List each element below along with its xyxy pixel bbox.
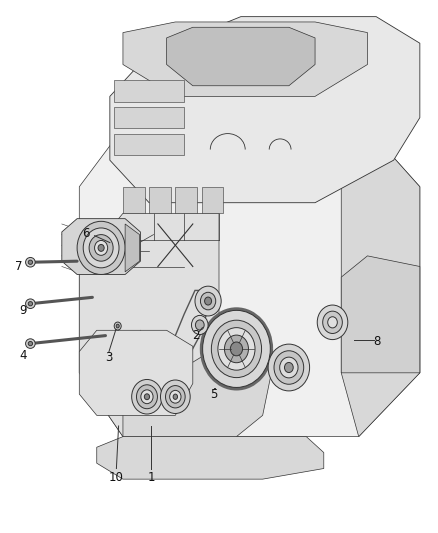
- Ellipse shape: [25, 339, 35, 349]
- Ellipse shape: [132, 379, 162, 414]
- Ellipse shape: [212, 320, 261, 377]
- Text: 8: 8: [373, 335, 381, 349]
- Text: 2: 2: [193, 329, 200, 342]
- Text: 3: 3: [105, 351, 113, 365]
- Ellipse shape: [323, 311, 343, 334]
- Polygon shape: [175, 187, 197, 213]
- Ellipse shape: [137, 385, 157, 409]
- Text: 10: 10: [109, 471, 124, 484]
- Ellipse shape: [195, 286, 221, 316]
- Polygon shape: [201, 187, 223, 213]
- Ellipse shape: [224, 335, 248, 363]
- Ellipse shape: [98, 245, 104, 252]
- Ellipse shape: [203, 310, 270, 387]
- Text: 7: 7: [15, 260, 23, 273]
- Polygon shape: [114, 134, 184, 155]
- Polygon shape: [123, 346, 272, 437]
- Polygon shape: [123, 187, 145, 213]
- Polygon shape: [341, 256, 420, 373]
- Polygon shape: [62, 219, 141, 274]
- Ellipse shape: [114, 322, 121, 330]
- Ellipse shape: [280, 357, 298, 378]
- Polygon shape: [341, 128, 420, 437]
- Ellipse shape: [28, 302, 32, 306]
- Ellipse shape: [25, 257, 35, 267]
- Ellipse shape: [145, 394, 150, 400]
- Ellipse shape: [28, 342, 32, 346]
- Text: 5: 5: [210, 387, 217, 401]
- Polygon shape: [149, 187, 171, 213]
- Ellipse shape: [230, 342, 243, 356]
- Polygon shape: [114, 80, 184, 102]
- Ellipse shape: [170, 390, 181, 403]
- Polygon shape: [79, 128, 420, 437]
- Ellipse shape: [195, 320, 204, 330]
- Ellipse shape: [25, 299, 35, 309]
- Ellipse shape: [191, 316, 208, 335]
- Ellipse shape: [28, 260, 32, 264]
- Ellipse shape: [95, 240, 108, 255]
- Ellipse shape: [274, 351, 304, 384]
- Ellipse shape: [173, 394, 177, 399]
- Ellipse shape: [160, 380, 190, 414]
- Ellipse shape: [218, 328, 255, 370]
- Text: 9: 9: [20, 304, 27, 317]
- Ellipse shape: [201, 292, 216, 310]
- Polygon shape: [110, 17, 420, 203]
- Ellipse shape: [285, 362, 293, 373]
- Ellipse shape: [141, 390, 153, 403]
- Ellipse shape: [116, 324, 119, 328]
- Ellipse shape: [317, 305, 348, 340]
- Polygon shape: [114, 107, 184, 128]
- Text: 4: 4: [20, 349, 27, 362]
- Text: 6: 6: [82, 227, 90, 240]
- Ellipse shape: [205, 297, 212, 305]
- Polygon shape: [97, 437, 324, 479]
- Ellipse shape: [83, 228, 119, 268]
- Polygon shape: [79, 330, 193, 415]
- Polygon shape: [166, 27, 315, 86]
- Polygon shape: [125, 224, 140, 272]
- Ellipse shape: [268, 344, 310, 391]
- Ellipse shape: [89, 235, 113, 261]
- Ellipse shape: [166, 385, 185, 408]
- Text: 1: 1: [148, 471, 155, 484]
- Ellipse shape: [328, 317, 337, 328]
- Polygon shape: [79, 213, 219, 437]
- Ellipse shape: [77, 221, 125, 274]
- Polygon shape: [123, 22, 367, 96]
